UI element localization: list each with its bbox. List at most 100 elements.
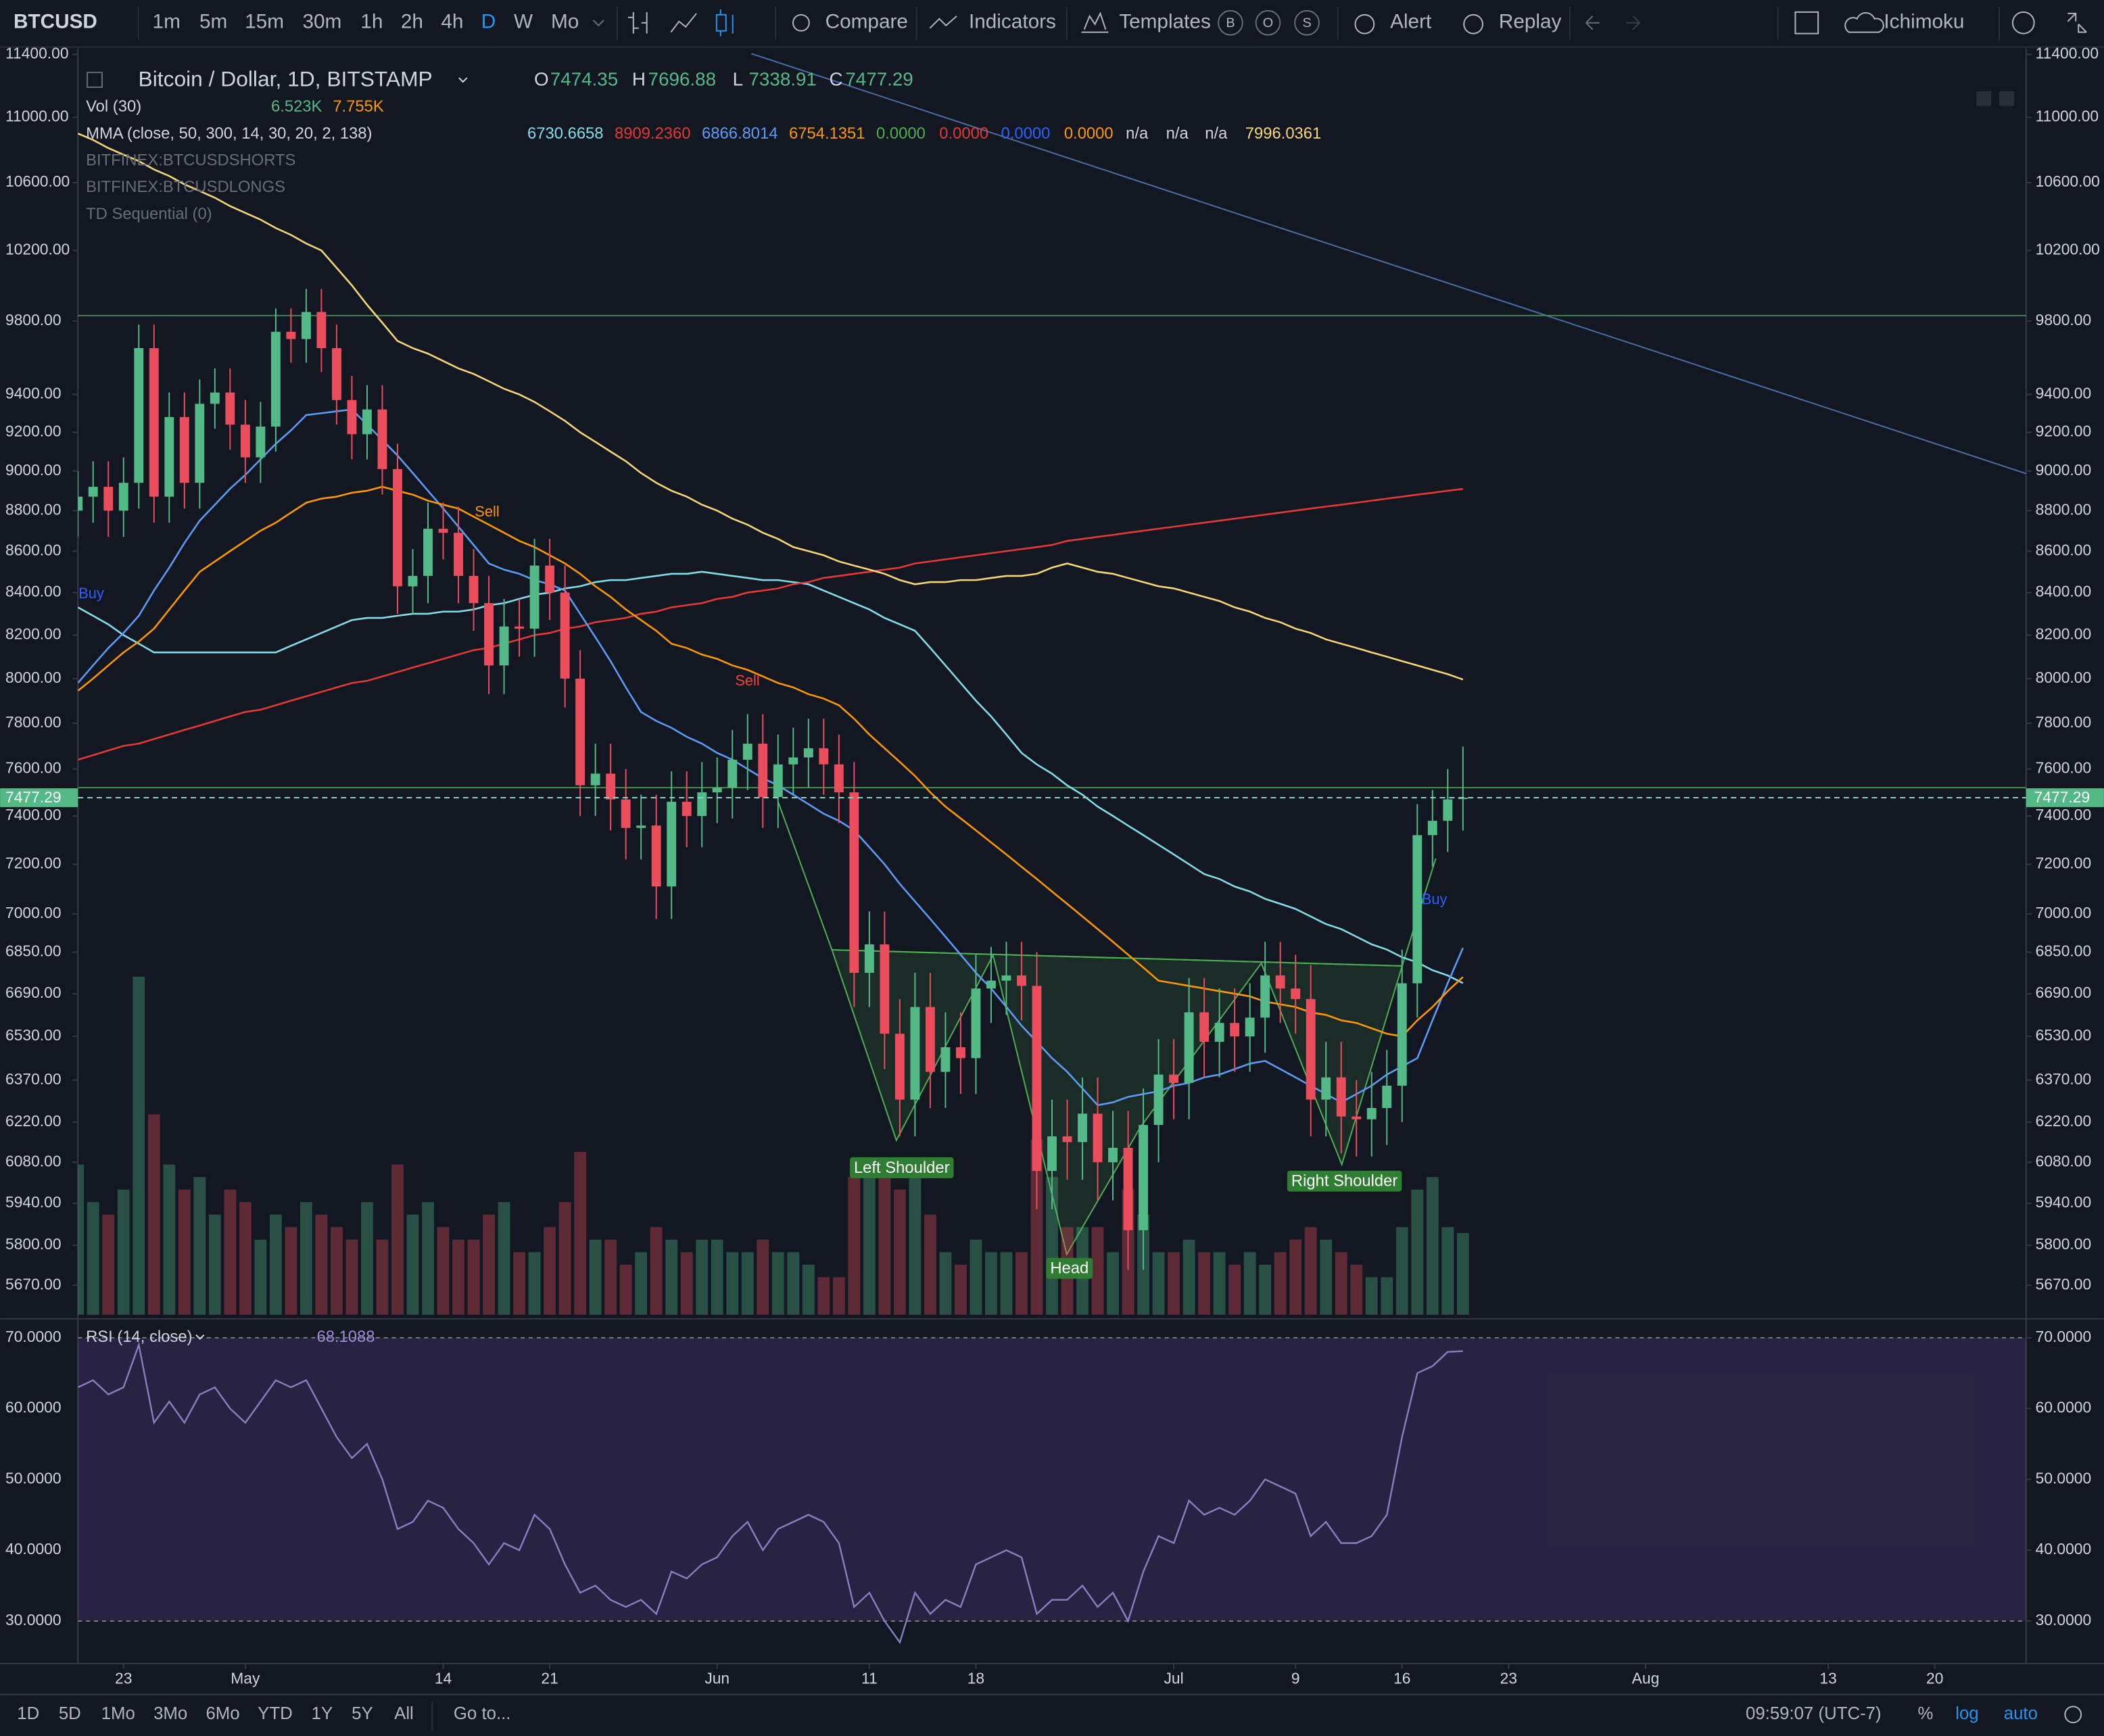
y-tick-label: 8000.00 [5,669,61,686]
volume-bar [1426,1177,1439,1315]
toolbar-button[interactable]: Indicators [969,11,1056,33]
interval-button[interactable]: 5m [199,11,227,33]
volume-bar [893,1189,906,1315]
pane-button[interactable] [1999,91,2014,106]
pattern-label-bg [1046,1257,1093,1279]
volume-bar [970,1239,982,1315]
layout-icon[interactable] [1794,11,1819,34]
candle-body [1427,821,1437,836]
candle-body [697,792,707,817]
interval-button[interactable]: 2h [401,11,423,33]
toolbar-button[interactable]: Compare [826,11,908,33]
dropdown-arrow [458,77,468,83]
indicators-icon[interactable] [929,16,957,29]
volume-bar [87,1202,99,1315]
volume-bar [1046,1177,1058,1315]
bars-icon[interactable] [627,11,648,34]
template-badge-label[interactable]: B [1226,16,1235,30]
signal-label: Sell [475,503,499,520]
ohlc-value: 7477.29 [845,68,913,89]
candle-body [286,331,296,339]
signal-label: Buy [1422,890,1448,907]
signal-label: Buy [78,585,104,602]
interval-button[interactable]: D [481,11,496,33]
candle-body [727,759,738,788]
volume-bar [711,1239,723,1315]
interval-button[interactable]: Mo [551,11,579,33]
y-tick-label: 9000.00 [5,461,61,479]
scale-button[interactable]: % [1917,1704,1933,1723]
x-tick-label: Jun [704,1670,730,1687]
candle-body [88,487,98,497]
toolbar-button[interactable]: Templates [1119,11,1211,33]
undo[interactable] [1585,16,1600,30]
range-button[interactable]: 1Y [312,1704,333,1723]
volume-bar [680,1252,693,1315]
range-button[interactable]: 5D [59,1704,81,1723]
volume-bar [665,1239,678,1315]
last-price-tag [0,788,78,807]
y-tick-label: 5670.00 [2036,1275,2091,1293]
range-button[interactable]: 5Y [352,1704,373,1723]
range-button[interactable]: 6Mo [206,1704,239,1723]
template-badge-label[interactable]: O [1263,16,1273,30]
y-tick-label: 6370.00 [2036,1070,2091,1088]
range-button[interactable]: 1D [17,1704,39,1723]
candle-body [1260,975,1270,1018]
volume-bar [406,1214,419,1315]
settings-icon[interactable] [2064,1706,2082,1724]
indicator-reading: 0.0000 [939,124,988,143]
interval-button[interactable]: W [514,11,533,33]
volume-bar [544,1227,556,1315]
volume-bar [467,1239,480,1315]
pane-button[interactable] [1976,91,1992,106]
interval-button[interactable]: 1m [153,11,181,33]
cloud-icon[interactable] [1844,12,1884,33]
template-badge-label[interactable]: S [1302,16,1311,30]
compare-icon[interactable] [792,14,810,32]
interval-button[interactable]: 1h [360,11,383,33]
templates-icon[interactable] [1081,11,1109,33]
candle-body [621,799,631,828]
moving-average [78,132,1464,681]
y-tick-label: 6080.00 [2036,1152,2091,1170]
y-tick-label: 11400.00 [2036,45,2099,62]
settings-icon[interactable] [2011,11,2035,34]
goto-button[interactable]: Go to... [454,1704,511,1723]
moving-average [78,571,1464,984]
line-icon[interactable] [670,13,697,33]
volume-bar [1335,1252,1347,1315]
last-price-tag [2026,788,2104,807]
scale-button[interactable]: auto [2004,1704,2038,1723]
y-tick-label: 9000.00 [2036,461,2091,479]
alert-icon[interactable] [1354,14,1375,34]
y-tick-label: 6220.00 [2036,1112,2091,1130]
rsi-tick-label: 30.0000 [5,1611,61,1629]
indicator-reading: 6730.6658 [527,124,604,143]
toolbar-button[interactable]: Replay [1499,11,1562,33]
candle-body [1184,1012,1194,1083]
range-button[interactable]: YTD [258,1704,293,1723]
y-tick-label: 6850.00 [5,942,61,959]
fullscreen-icon[interactable] [2067,12,2087,33]
range-button[interactable]: 1Mo [101,1704,135,1723]
interval-button[interactable]: 4h [441,11,463,33]
interval-button[interactable]: 30m [302,11,341,33]
collapse-button[interactable] [87,72,103,88]
toolbar-button[interactable]: Alert [1390,11,1432,33]
volume-bar [726,1252,739,1315]
redo[interactable] [1626,16,1640,30]
interval-button[interactable]: 15m [245,11,284,33]
range-button[interactable]: All [394,1704,414,1723]
replay-icon[interactable] [1463,14,1484,34]
scale-button[interactable]: log [1955,1704,1978,1723]
range-button[interactable]: 3Mo [153,1704,187,1723]
candle-body [712,788,722,793]
y-tick-label: 9800.00 [2036,311,2091,329]
signal-label: Sell [735,672,759,689]
y-tick-label: 7200.00 [2036,854,2091,872]
volume-bar [909,1177,922,1315]
volume-bar [300,1202,312,1315]
y-tick-label: 9400.00 [2036,384,2091,402]
layout-name[interactable]: Ichimoku [1884,11,1964,33]
